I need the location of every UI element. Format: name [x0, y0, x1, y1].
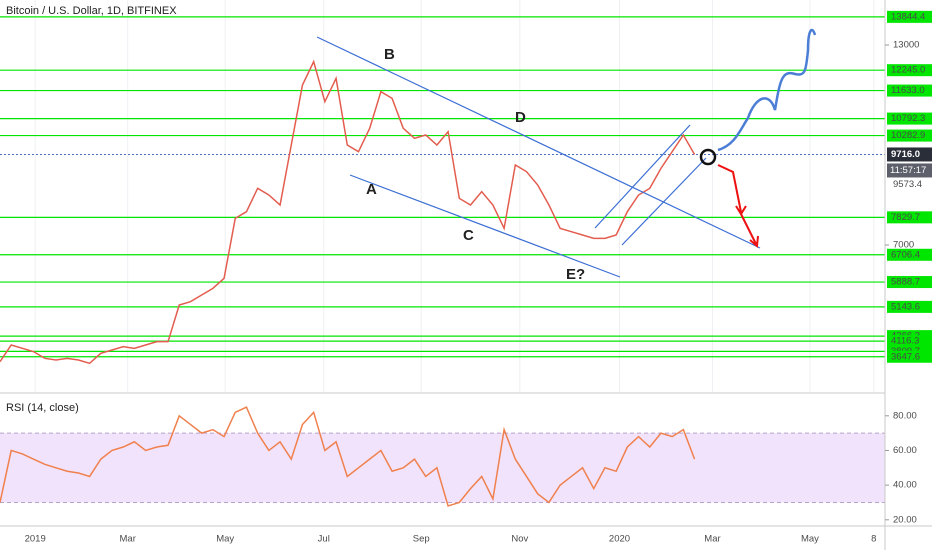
- level-label: 13844.4: [891, 11, 925, 22]
- level-tag: [887, 276, 932, 289]
- level-tag: [887, 64, 932, 77]
- y-tick-label: 7000: [893, 240, 914, 251]
- wave-label: C: [463, 227, 474, 244]
- x-tick-label: 2020: [609, 534, 630, 545]
- level-label: 5888.7: [891, 277, 920, 288]
- level-label: 10282.9: [891, 130, 925, 141]
- bearish-projection: [717, 164, 759, 249]
- level-tag: [887, 350, 932, 363]
- wave-label: A: [366, 181, 377, 198]
- x-tick-label: Sep: [413, 534, 430, 545]
- x-tick-label: May: [801, 534, 819, 545]
- rsi-title: RSI (14, close): [6, 402, 79, 414]
- last-price-label: 9716.0: [891, 149, 920, 160]
- level-label: 4116.3: [891, 336, 919, 347]
- countdown-tag: [887, 163, 932, 178]
- level-label: 12245.0: [891, 65, 925, 76]
- x-tick-label: Mar: [120, 534, 136, 545]
- level-tag: [887, 248, 932, 261]
- wave-label: B: [384, 46, 395, 63]
- x-tick-label: Jul: [318, 534, 330, 545]
- y-tick-label: 60.00: [893, 445, 917, 456]
- level-label: 10792.3: [891, 113, 925, 124]
- x-tick-label: May: [216, 534, 234, 545]
- level-tag: [887, 129, 932, 142]
- trendlines: [316, 36, 761, 278]
- price-line: [0, 59, 696, 365]
- price-line: [0, 406, 696, 507]
- x-tick-label: Mar: [704, 534, 720, 545]
- y-tick-label: 80.00: [893, 410, 917, 421]
- x-tick-label: 8: [871, 534, 876, 545]
- last-price-tag: [887, 147, 932, 162]
- x-tick-label: Nov: [511, 534, 528, 545]
- level-tag: [887, 84, 932, 97]
- level-label: 5143.6: [891, 301, 920, 312]
- wave-label: D: [515, 109, 526, 126]
- level-tag: [887, 112, 932, 125]
- marker-price-label: 9573.4: [893, 179, 922, 190]
- y-tick-label: 13000: [893, 40, 919, 51]
- rsi-band: [0, 433, 885, 503]
- y-tick-label: 40.00: [893, 480, 917, 491]
- circle-marker: [699, 148, 717, 166]
- level-tag: [887, 335, 932, 348]
- level-tag: [887, 211, 932, 224]
- x-tick-label: 2019: [25, 534, 46, 545]
- level-label: 3647.6: [891, 351, 920, 362]
- level-tag: [887, 10, 932, 23]
- y-tick-label: 20.00: [893, 514, 917, 525]
- bullish-projection: [717, 28, 817, 152]
- countdown-label: 11:57:17: [890, 165, 926, 176]
- level-label: 6706.4: [891, 249, 920, 260]
- chart-title: Bitcoin / U.S. Dollar, 1D, BITFINEX: [6, 5, 177, 17]
- level-tag: [887, 300, 932, 313]
- level-label: 7829.7: [891, 212, 920, 223]
- wave-label: E?: [566, 266, 585, 283]
- level-label: 11633.0: [891, 85, 925, 96]
